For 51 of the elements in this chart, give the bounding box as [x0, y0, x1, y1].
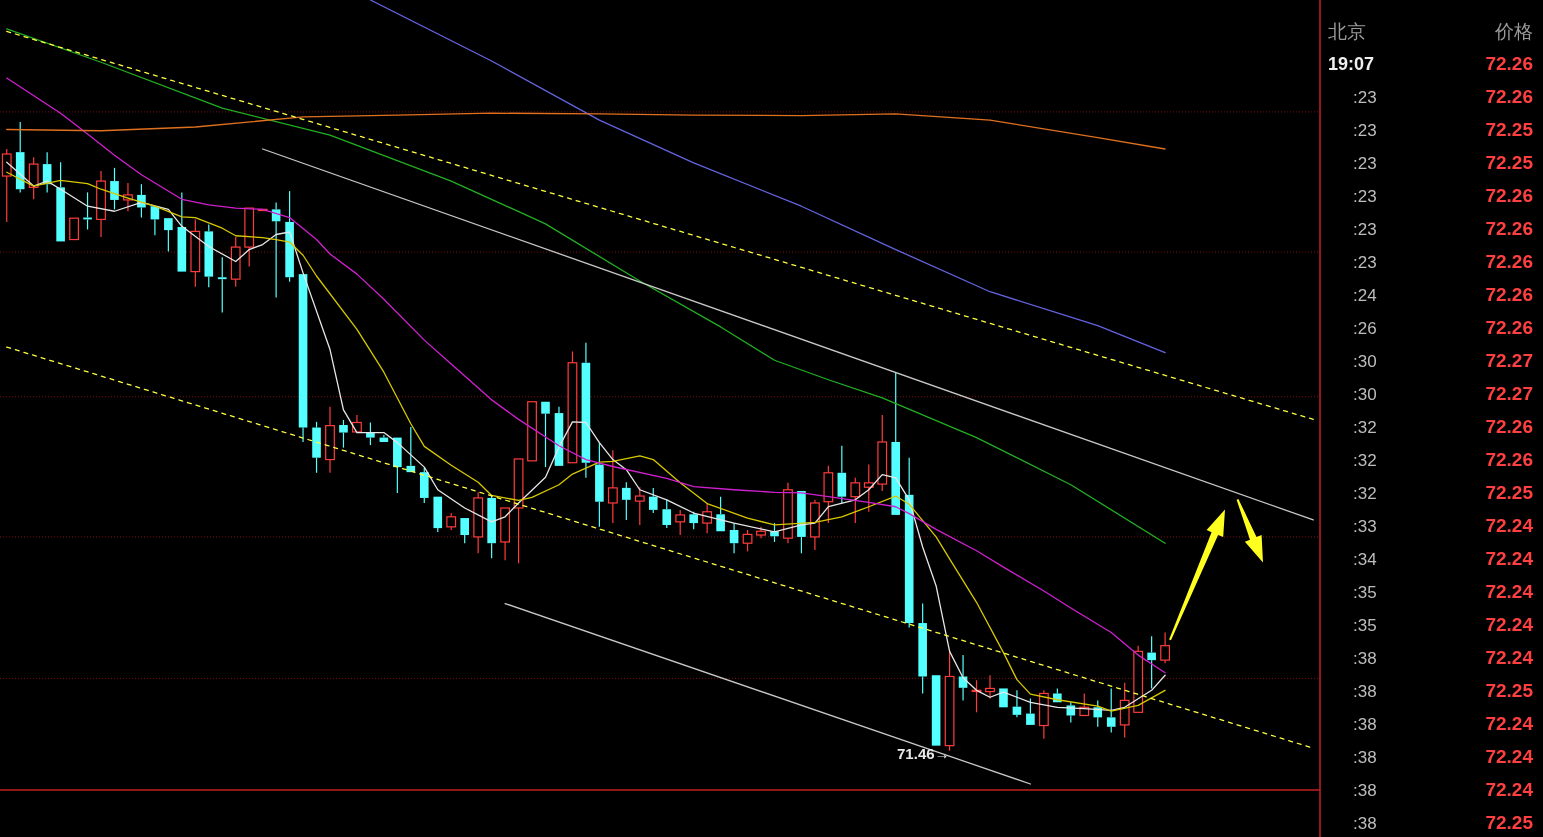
data-label: 72.26	[1485, 53, 1533, 74]
category-label: :38	[1353, 682, 1377, 701]
category-label: :34	[1353, 550, 1377, 569]
category-label: :35	[1353, 583, 1377, 602]
category-label: :38	[1353, 649, 1377, 668]
data-label: 72.26	[1485, 317, 1533, 338]
category-label: :35	[1353, 616, 1377, 635]
category-label: :23	[1353, 187, 1377, 206]
category-label: :23	[1353, 253, 1377, 272]
data-label: 72.26	[1485, 284, 1533, 305]
data-label: 72.26	[1485, 86, 1533, 107]
category-label: :23	[1353, 121, 1377, 140]
category-label: 19:07	[1328, 54, 1375, 74]
data-label: 72.24	[1485, 515, 1534, 536]
data-label: 72.25	[1485, 482, 1534, 503]
category-label: :23	[1353, 154, 1377, 173]
text: 北京	[1328, 21, 1366, 42]
category-label: :23	[1353, 220, 1377, 239]
data-label: 72.27	[1485, 383, 1533, 404]
data-label: 72.26	[1485, 251, 1533, 272]
category-label: :38	[1353, 814, 1377, 833]
data-label: 72.25	[1485, 119, 1534, 140]
data-label: 72.25	[1485, 680, 1534, 701]
category-label: :26	[1353, 319, 1377, 338]
category-label: :24	[1353, 286, 1377, 305]
data-label: 72.24	[1485, 548, 1534, 569]
category-label: :23	[1353, 88, 1377, 107]
data-label: 72.24	[1485, 647, 1534, 668]
category-label: :38	[1353, 715, 1377, 734]
category-label: :38	[1353, 748, 1377, 767]
data-label: 72.26	[1485, 185, 1533, 206]
data-label: 72.26	[1485, 416, 1533, 437]
data-label: 72.24	[1485, 746, 1534, 767]
data-label: 72.24	[1485, 614, 1534, 635]
data-label: 72.25	[1485, 152, 1534, 173]
data-label: 72.24	[1485, 713, 1534, 734]
category-label: :38	[1353, 781, 1377, 800]
category-label: :32	[1353, 451, 1377, 470]
category-label: :33	[1353, 517, 1377, 536]
annotation: 71.46→	[897, 744, 950, 762]
category-label: :30	[1353, 385, 1377, 404]
data-label: 72.25	[1485, 812, 1534, 833]
category-label: :30	[1353, 352, 1377, 371]
data-label: 72.27	[1485, 350, 1533, 371]
data-label: 72.24	[1485, 581, 1534, 602]
text: 价格	[1494, 21, 1533, 42]
data-label: 72.26	[1485, 218, 1533, 239]
category-label: :32	[1353, 484, 1377, 503]
category-label: :32	[1353, 418, 1377, 437]
data-label: 72.24	[1485, 779, 1534, 800]
data-label: 72.26	[1485, 449, 1533, 470]
